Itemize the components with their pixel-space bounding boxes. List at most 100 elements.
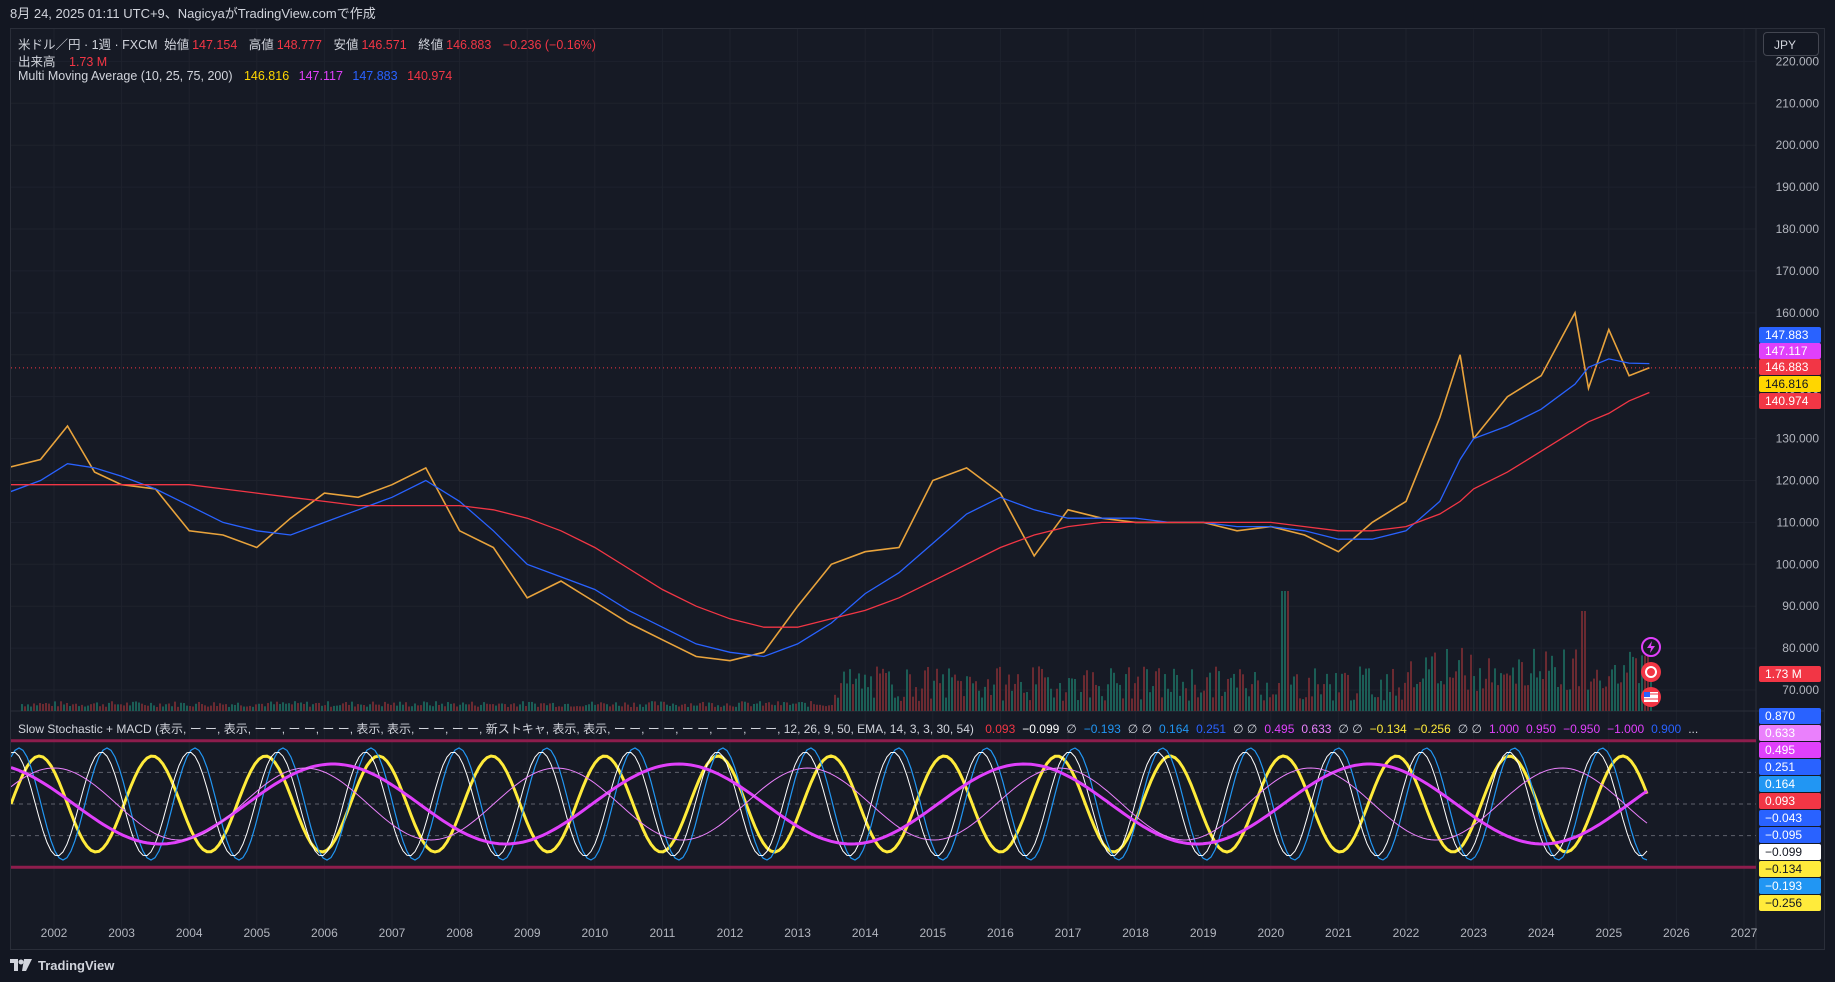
mma-10-value: 146.816 (243, 69, 290, 83)
price-chart[interactable]: 220.000 210.000 200.000 190.000 180.000 170.0… (11, 29, 1824, 949)
time-axis-label: 2023 (1460, 926, 1487, 940)
indicator-value: ∅ ∅ (1457, 722, 1483, 736)
time-axis-label: 2021 (1325, 926, 1352, 940)
time-axis-label: 2012 (717, 926, 744, 940)
high-value: 148.777 (276, 38, 322, 52)
indicator-line (11, 762, 1648, 846)
price-axis-label: 190.000 (1776, 180, 1820, 194)
series-line (11, 358, 1650, 658)
tradingview-logo-icon[interactable] (10, 951, 32, 982)
indicator-value: −0.099 (1022, 722, 1060, 736)
indicator-tag: −0.043 (1759, 810, 1821, 826)
indicator-value: 0.900 (1651, 722, 1682, 736)
price-axis-label: 120.000 (1776, 473, 1820, 487)
close-value: 146.883 (446, 38, 492, 52)
volume-bars (21, 591, 1652, 711)
price-axis-label: 210.000 (1776, 96, 1820, 110)
indicator-legend: Slow Stochastic + MACD (表示, ー ー, 表示, ー ー… (18, 720, 1708, 737)
volume-value: 1.73 M (69, 55, 108, 69)
indicator-label[interactable]: Slow Stochastic + MACD (表示, ー ー, 表示, ー ー… (18, 722, 974, 736)
indicator-value: 0.633 (1301, 722, 1332, 736)
symbol-legend: 米ドル／円 · 1週 · FXCM 始値 147.154 高値 148.777 安値… (18, 34, 599, 53)
indicator-value: ... (1688, 722, 1699, 736)
change-value: −0.236 (−0.16%) (502, 38, 596, 52)
indicator-value: ∅ ∅ (1127, 722, 1153, 736)
indicator-tag: 0.870 (1759, 708, 1821, 724)
indicator-tag: −0.193 (1759, 878, 1821, 894)
price-axis-label: 70.000 (1782, 683, 1819, 697)
time-axis-label: 2015 (919, 926, 946, 940)
indicator-line (11, 747, 1648, 861)
time-axis-label: 2006 (311, 926, 338, 940)
currency-button[interactable]: JPY (1763, 32, 1819, 56)
high-label: 高値 (248, 38, 274, 52)
time-axis-label: 2007 (379, 926, 406, 940)
price-tag: 146.816 (1759, 376, 1821, 392)
indicator-line (11, 767, 1648, 841)
indicator-value: 0.251 (1196, 722, 1227, 736)
time-axis-label: 2002 (41, 926, 68, 940)
indicator-value: ∅ ∅ (1338, 722, 1363, 736)
chart-caption: 8月 24, 2025 01:11 UTC+9、NagicyaがTradingV… (0, 0, 1835, 28)
time-axis-label: 2024 (1528, 926, 1555, 940)
time-axis-label: 2019 (1190, 926, 1217, 940)
indicator-value: 0.495 (1264, 722, 1295, 736)
price-axis-label: 160.000 (1776, 306, 1820, 320)
indicator-value: 0.093 (985, 722, 1016, 736)
volume-label[interactable]: 出来高 (18, 55, 56, 69)
indicator-line (11, 751, 1648, 857)
indicator-tag: −0.256 (1759, 895, 1821, 911)
time-axis-label: 2004 (176, 926, 203, 940)
indicator-tag: 0.093 (1759, 793, 1821, 809)
indicator-value: 1.000 (1489, 722, 1520, 736)
mma-75-value: 147.883 (352, 69, 398, 83)
price-tag: 1.73 M (1759, 666, 1821, 682)
series-line (11, 310, 1650, 662)
price-tag: 140.974 (1759, 393, 1821, 409)
indicator-value: ∅ ∅ (1233, 722, 1258, 736)
indicator-tag: 0.495 (1759, 742, 1821, 758)
time-axis-label: 2010 (581, 926, 608, 940)
symbol-name[interactable]: 米ドル／円 · 1週 · FXCM (18, 38, 158, 52)
open-label: 始値 (164, 38, 190, 52)
lightning-icon[interactable] (1641, 637, 1661, 657)
indicator-values: 0.093 −0.099 ∅ −0.193 ∅ ∅ 0.164 0.251 ∅ ∅ 0.495 0… (985, 722, 1705, 736)
indicator-value: −0.193 (1083, 722, 1121, 736)
series-line (11, 391, 1650, 628)
time-axis-label: 2014 (852, 926, 879, 940)
time-axis-label: 2016 (987, 926, 1014, 940)
time-axis-label: 2022 (1393, 926, 1420, 940)
time-axis-label: 2025 (1595, 926, 1622, 940)
time-axis-label: 2017 (1055, 926, 1082, 940)
price-axis-label: 110.000 (1777, 515, 1820, 529)
time-axis-label: 2011 (649, 926, 675, 940)
price-axis-label: 80.000 (1782, 641, 1819, 655)
price-axis-label: 100.000 (1776, 557, 1820, 571)
mma-25-value: 147.117 (298, 69, 343, 83)
time-axis-label: 2005 (243, 926, 270, 940)
price-axis-label: 170.000 (1776, 264, 1820, 278)
indicator-tag: 0.251 (1759, 759, 1821, 775)
time-axis-label: 2008 (446, 926, 473, 940)
indicator-tag: 0.164 (1759, 776, 1821, 792)
price-tag: 147.883 (1759, 327, 1821, 343)
indicator-value: −0.950 (1563, 722, 1601, 736)
time-axis-label: 2020 (1257, 926, 1284, 940)
mma-label[interactable]: Multi Moving Average (10, 25, 75, 200) (18, 69, 233, 83)
volume-legend: 出来高 1.73 M (18, 51, 110, 70)
indicator-tag: −0.095 (1759, 827, 1821, 843)
price-axis-label: 180.000 (1776, 222, 1820, 236)
indicator-value: −0.256 (1413, 722, 1451, 736)
time-axis-label: 2027 (1731, 926, 1758, 940)
price-tag: 147.117 (1759, 343, 1821, 359)
record-icon[interactable] (1641, 662, 1661, 682)
indicator-value: 0.950 (1526, 722, 1557, 736)
us-flag-icon[interactable] (1641, 687, 1661, 707)
time-axis-label: 2018 (1122, 926, 1149, 940)
time-axis-label: 2003 (108, 926, 135, 940)
footer-brand[interactable]: TradingView (38, 958, 115, 973)
chart-frame[interactable]: 220.000 210.000 200.000 190.000 180.000 170.0… (10, 28, 1825, 950)
indicator-value: 0.164 (1159, 722, 1190, 736)
indicator-tag: −0.134 (1759, 861, 1821, 877)
indicator-value: −1.000 (1607, 722, 1645, 736)
